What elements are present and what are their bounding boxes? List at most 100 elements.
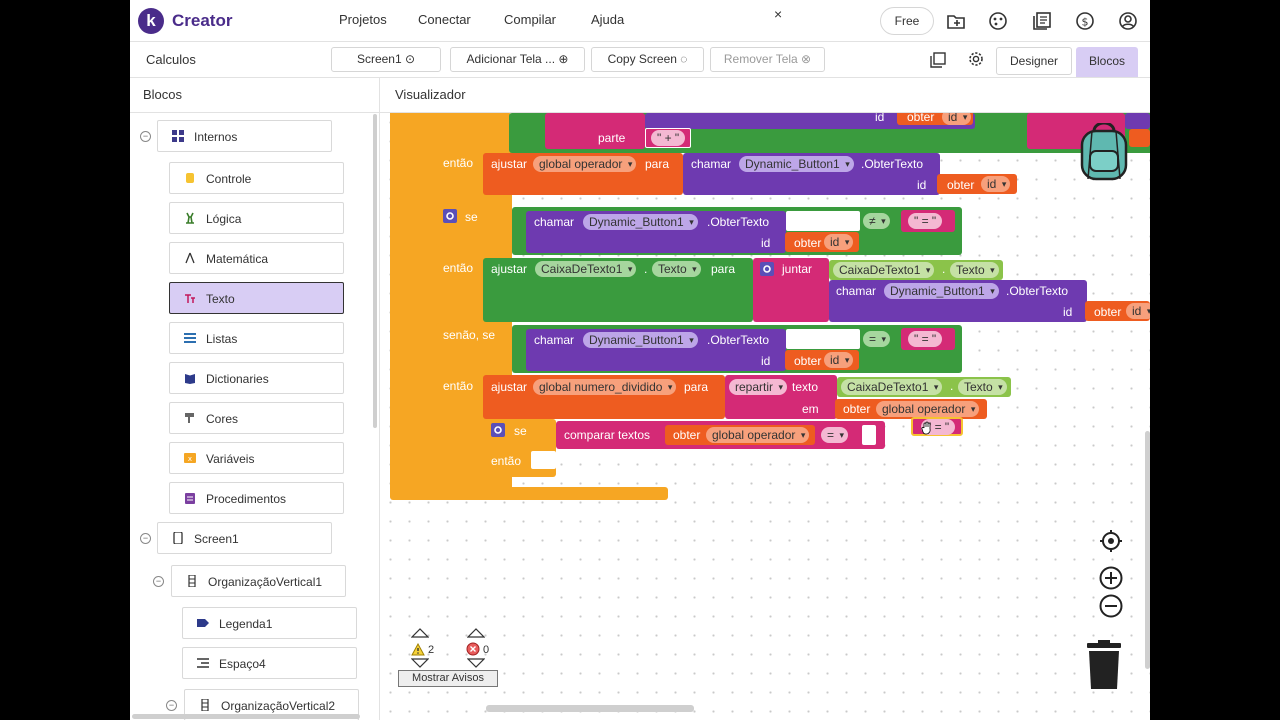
free-plan-button[interactable]: Free [880, 7, 934, 35]
string-literal[interactable]: " = " [908, 213, 943, 229]
zoom-in-icon[interactable] [1099, 566, 1123, 590]
category-dictionaries[interactable]: Dictionaries [169, 362, 344, 394]
tree-screen1-label: Screen1 [194, 532, 239, 546]
tree-screen1[interactable]: Screen1 [157, 522, 332, 554]
prev-error-arrow-icon[interactable] [467, 628, 485, 638]
block-text: .ObterTexto [861, 157, 924, 171]
nav-compilar[interactable]: Compilar [504, 12, 557, 27]
empty-socket[interactable] [862, 425, 876, 445]
mutator-gear-icon[interactable] [443, 209, 457, 223]
operator-dropdown[interactable]: ≠ [863, 213, 890, 229]
panel-horizontal-scrollbar[interactable] [132, 714, 360, 719]
category-label: Listas [206, 332, 238, 346]
trash-icon[interactable] [1085, 640, 1123, 690]
string-literal[interactable]: " = " [908, 331, 943, 347]
category-matematica[interactable]: Matemática [169, 242, 344, 274]
add-screen-button[interactable]: Adicionar Tela ... ⊕ [450, 47, 585, 72]
category-listas[interactable]: Listas [169, 322, 344, 354]
new-folder-icon[interactable] [946, 11, 966, 31]
collapse-toggle[interactable]: − [140, 533, 151, 544]
outer-event-block[interactable] [390, 113, 445, 499]
library-icon[interactable] [1032, 11, 1052, 31]
dropdown[interactable]: Texto [950, 262, 999, 278]
dropdown[interactable]: id [981, 176, 1011, 192]
blocks-button[interactable]: Blocos [1076, 47, 1138, 77]
account-icon[interactable] [1118, 11, 1138, 31]
dropdown[interactable]: repartir [729, 379, 788, 395]
error-count: 0 [483, 644, 490, 656]
dropdown[interactable]: id [824, 352, 854, 368]
block-text: obter [947, 178, 975, 192]
nav-projetos[interactable]: Projetos [339, 12, 387, 27]
dropdown[interactable]: CaixaDeTexto1 [841, 379, 943, 395]
remove-screen-button[interactable]: Remover Tela ⊗ [710, 47, 825, 72]
category-label: Texto [206, 292, 235, 306]
nav-conectar[interactable]: Conectar [418, 12, 471, 27]
prev-warning-arrow-icon[interactable] [411, 628, 429, 638]
palette-icon[interactable] [988, 11, 1008, 31]
tree-legenda1[interactable]: Legenda1 [182, 607, 357, 639]
dropdown[interactable]: id [942, 113, 972, 125]
category-texto[interactable]: Texto [169, 282, 344, 314]
category-cores[interactable]: Cores [169, 402, 344, 434]
dropdown[interactable]: id [1126, 303, 1150, 319]
string-literal[interactable]: " + " [651, 130, 686, 146]
dropdown[interactable]: Dynamic_Button1 [583, 332, 698, 348]
vertical-arrangement-icon [188, 575, 196, 587]
dropdown[interactable]: global numero_dividido [533, 379, 677, 395]
call-block-right[interactable] [1125, 113, 1150, 129]
call-block-top[interactable] [645, 113, 975, 129]
recenter-target-icon[interactable] [1099, 529, 1123, 553]
join-block-top[interactable] [545, 113, 645, 149]
dropdown[interactable]: Dynamic_Button1 [884, 283, 999, 299]
get-block-right[interactable] [1129, 129, 1150, 147]
close-icon[interactable]: × [774, 6, 783, 22]
designer-button[interactable]: Designer [996, 47, 1072, 75]
backpack-icon[interactable] [1076, 123, 1132, 181]
dropdown[interactable]: id [824, 234, 854, 250]
dropdown[interactable]: Texto [958, 379, 1007, 395]
dollar-icon[interactable]: $ [1075, 11, 1095, 31]
operator-dropdown[interactable]: = [863, 331, 891, 347]
category-variaveis[interactable]: x Variáveis [169, 442, 344, 474]
screen-selector[interactable]: Screen1 ⊙ [331, 47, 441, 72]
mutator-gear-icon[interactable] [491, 423, 505, 437]
dropdown[interactable]: Dynamic_Button1 [583, 214, 698, 230]
variable-icon: x [184, 453, 196, 463]
block-text: .ObterTexto [707, 215, 770, 229]
dropdown[interactable]: Texto [652, 261, 701, 277]
block-text: se [514, 424, 527, 438]
dropdown[interactable]: CaixaDeTexto1 [833, 262, 935, 278]
collapse-toggle[interactable]: − [166, 700, 177, 711]
category-procedimentos[interactable]: Procedimentos [169, 482, 344, 514]
mutator-gear-icon[interactable] [760, 262, 774, 276]
block-text: juntar [782, 262, 813, 276]
tree-org-vertical1[interactable]: OrganizaçãoVertical1 [171, 565, 346, 597]
collapse-toggle[interactable]: − [153, 576, 164, 587]
show-warnings-button[interactable]: Mostrar Avisos [398, 670, 498, 687]
tree-builtin[interactable]: Internos [157, 120, 332, 152]
nav-ajuda[interactable]: Ajuda [591, 12, 625, 27]
block-text: id [761, 236, 771, 250]
zoom-out-icon[interactable] [1099, 594, 1123, 618]
workspace-horizontal-scrollbar[interactable] [486, 705, 694, 712]
next-error-arrow-icon[interactable] [467, 658, 485, 668]
panel-scrollbar[interactable] [373, 114, 377, 428]
workspace-vertical-scrollbar[interactable] [1145, 431, 1150, 669]
dropdown[interactable]: global operador [876, 401, 980, 417]
dropdown[interactable]: CaixaDeTexto1 [535, 261, 637, 277]
dropdown[interactable]: Dynamic_Button1 [739, 156, 854, 172]
category-logica[interactable]: Lógica [169, 202, 344, 234]
blocks-workspace[interactable]: id obter id parte " + " então ajustar gl… [381, 113, 1150, 720]
collapse-toggle[interactable]: − [140, 131, 151, 142]
tree-espaco4[interactable]: Espaço4 [182, 647, 357, 679]
category-controle[interactable]: Controle [169, 162, 344, 194]
operator-dropdown[interactable]: = [821, 427, 849, 443]
svg-text:$: $ [1082, 16, 1089, 29]
settings-gear-icon[interactable] [968, 51, 984, 67]
gallery-icon[interactable] [930, 52, 946, 68]
next-warning-arrow-icon[interactable] [411, 658, 429, 668]
dropdown[interactable]: global operador [706, 427, 810, 443]
copy-screen-button[interactable]: Copy Screen ◌ [591, 47, 704, 72]
dropdown[interactable]: global operador [533, 156, 637, 172]
